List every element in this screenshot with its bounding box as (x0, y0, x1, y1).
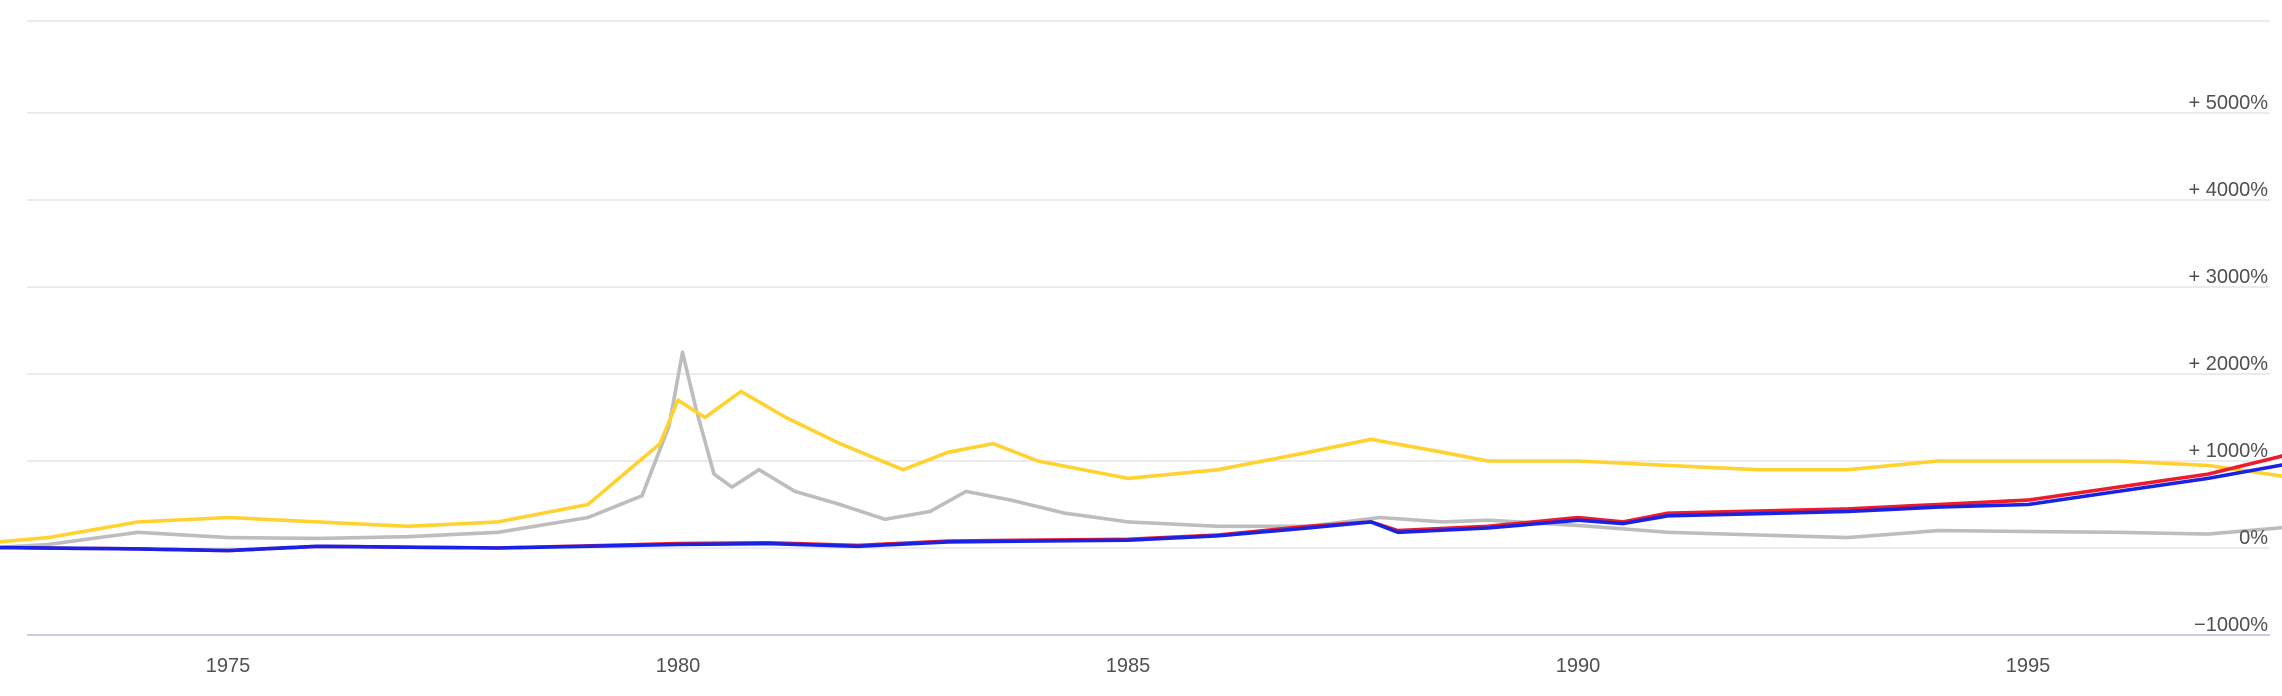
x-tick-labels: 1975198019851990199520002005201020152020 (206, 655, 2051, 677)
series-line-4 (0, 463, 2282, 553)
y-tick-label: + 5000% (2188, 92, 2268, 114)
x-tick-label: 1985 (1106, 655, 1151, 677)
y-tick-label: 0% (2239, 527, 2268, 549)
y-tick-label: + 1000% (2188, 440, 2268, 462)
series-line-3 (0, 454, 2282, 553)
y-grid (27, 112, 2270, 549)
y-tick-label: + 2000% (2188, 353, 2268, 375)
y-tick-label: + 4000% (2188, 179, 2268, 201)
x-tick-label: 1975 (206, 655, 251, 677)
y-tick-labels: + 5000% + 4000% + 3000% + 2000% + 1000% 0% −10… (2188, 92, 2268, 636)
x-tick-label: 1995 (2006, 655, 2051, 677)
y-tick-label: −1000% (2194, 614, 2268, 636)
x-tick-label: 1980 (656, 655, 701, 677)
y-tick-label: + 3000% (2188, 266, 2268, 288)
series-line-1 (0, 350, 2282, 550)
x-tick-label: 1990 (1556, 655, 1601, 677)
series-line-2 (0, 389, 2282, 544)
series-lines (0, 350, 2282, 553)
